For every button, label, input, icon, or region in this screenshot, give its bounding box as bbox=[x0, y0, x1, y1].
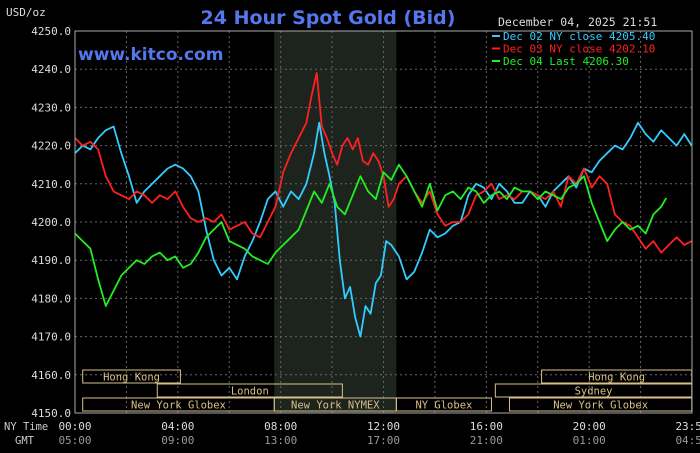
x-tick-ny: 04:00 bbox=[161, 420, 194, 433]
market-session-label: New York Globex bbox=[131, 400, 226, 412]
units-label: USD/oz bbox=[6, 6, 46, 19]
market-session-label: New York Globex bbox=[553, 400, 648, 412]
y-tick-label: 4180.0 bbox=[31, 292, 71, 305]
x-tick-ny: 12:00 bbox=[367, 420, 400, 433]
timestamp: December 04, 2025 21:51 bbox=[498, 15, 657, 29]
x-tick-gmt: 05:00 bbox=[58, 434, 91, 447]
x-tick-labels: 00:00 04:00 08:00 12:00 16:00 20:00 23:59 05:00… bbox=[58, 420, 700, 447]
x-tick-ny: 16:00 bbox=[470, 420, 503, 433]
market-session-label: New York NYMEX bbox=[291, 400, 380, 412]
market-session-bar bbox=[156, 383, 343, 398]
y-tick-label: 4250.0 bbox=[31, 25, 71, 38]
x-tick-ny: 08:00 bbox=[264, 420, 297, 433]
x-tick-gmt: 17:00 bbox=[367, 434, 400, 447]
market-session-bar bbox=[395, 397, 492, 412]
market-session-label: Hong Kong bbox=[103, 372, 160, 384]
y-tick-label: 4220.0 bbox=[31, 140, 71, 153]
y-tick-label: 4190.0 bbox=[31, 254, 71, 267]
y-tick-labels: 4250.0 4240.0 4230.0 4220.0 4210.0 4200.0 4190… bbox=[31, 25, 71, 420]
legend-entry: Dec 04 Last 4206.30 bbox=[503, 55, 629, 68]
y-tick-label: 4150.0 bbox=[31, 407, 71, 420]
market-session-label: London bbox=[231, 386, 269, 398]
y-tick-label: 4170.0 bbox=[31, 331, 71, 344]
grid bbox=[75, 30, 692, 414]
x-tick-gmt: 09:00 bbox=[161, 434, 194, 447]
source-watermark: www.kitco.com bbox=[78, 45, 223, 65]
market-session-bar bbox=[82, 369, 181, 384]
x-tick-gmt: 21:00 bbox=[470, 434, 503, 447]
market-session-label: Sydney bbox=[575, 386, 613, 398]
ny-time-label: NY Time bbox=[4, 421, 48, 433]
series-line-dec-03 bbox=[74, 72, 693, 254]
gmt-label: GMT bbox=[15, 435, 35, 447]
y-tick-label: 4230.0 bbox=[31, 101, 71, 114]
y-tick-label: 4200.0 bbox=[31, 216, 71, 229]
plot-border bbox=[74, 30, 693, 414]
market-session-bars: Hong Kong Hong Kong London Sydney New York G… bbox=[82, 369, 693, 412]
y-tick-label: 4210.0 bbox=[31, 178, 71, 191]
series-line-dec-04 bbox=[74, 163, 668, 307]
series-lines bbox=[74, 72, 693, 338]
x-tick-gmt: 13:00 bbox=[264, 434, 297, 447]
legend-entry: Dec 03 NY close 4202.10 bbox=[503, 43, 655, 56]
y-tick-label: 4240.0 bbox=[31, 63, 71, 76]
x-tick-ny: 23:59 bbox=[675, 420, 700, 433]
x-tick-ny: 20:00 bbox=[573, 420, 606, 433]
market-session-label: NY Globex bbox=[415, 400, 472, 412]
y-tick-label: 4160.0 bbox=[31, 369, 71, 382]
legend-entry: Dec 02 NY close 4205.40 bbox=[503, 30, 655, 43]
market-session-label: Hong Kong bbox=[588, 372, 645, 384]
x-tick-gmt: 04:59 bbox=[675, 434, 700, 447]
x-tick-gmt: 01:00 bbox=[573, 434, 606, 447]
chart-title: 24 Hour Spot Gold (Bid) bbox=[201, 7, 456, 29]
x-tick-ny: 00:00 bbox=[58, 420, 91, 433]
